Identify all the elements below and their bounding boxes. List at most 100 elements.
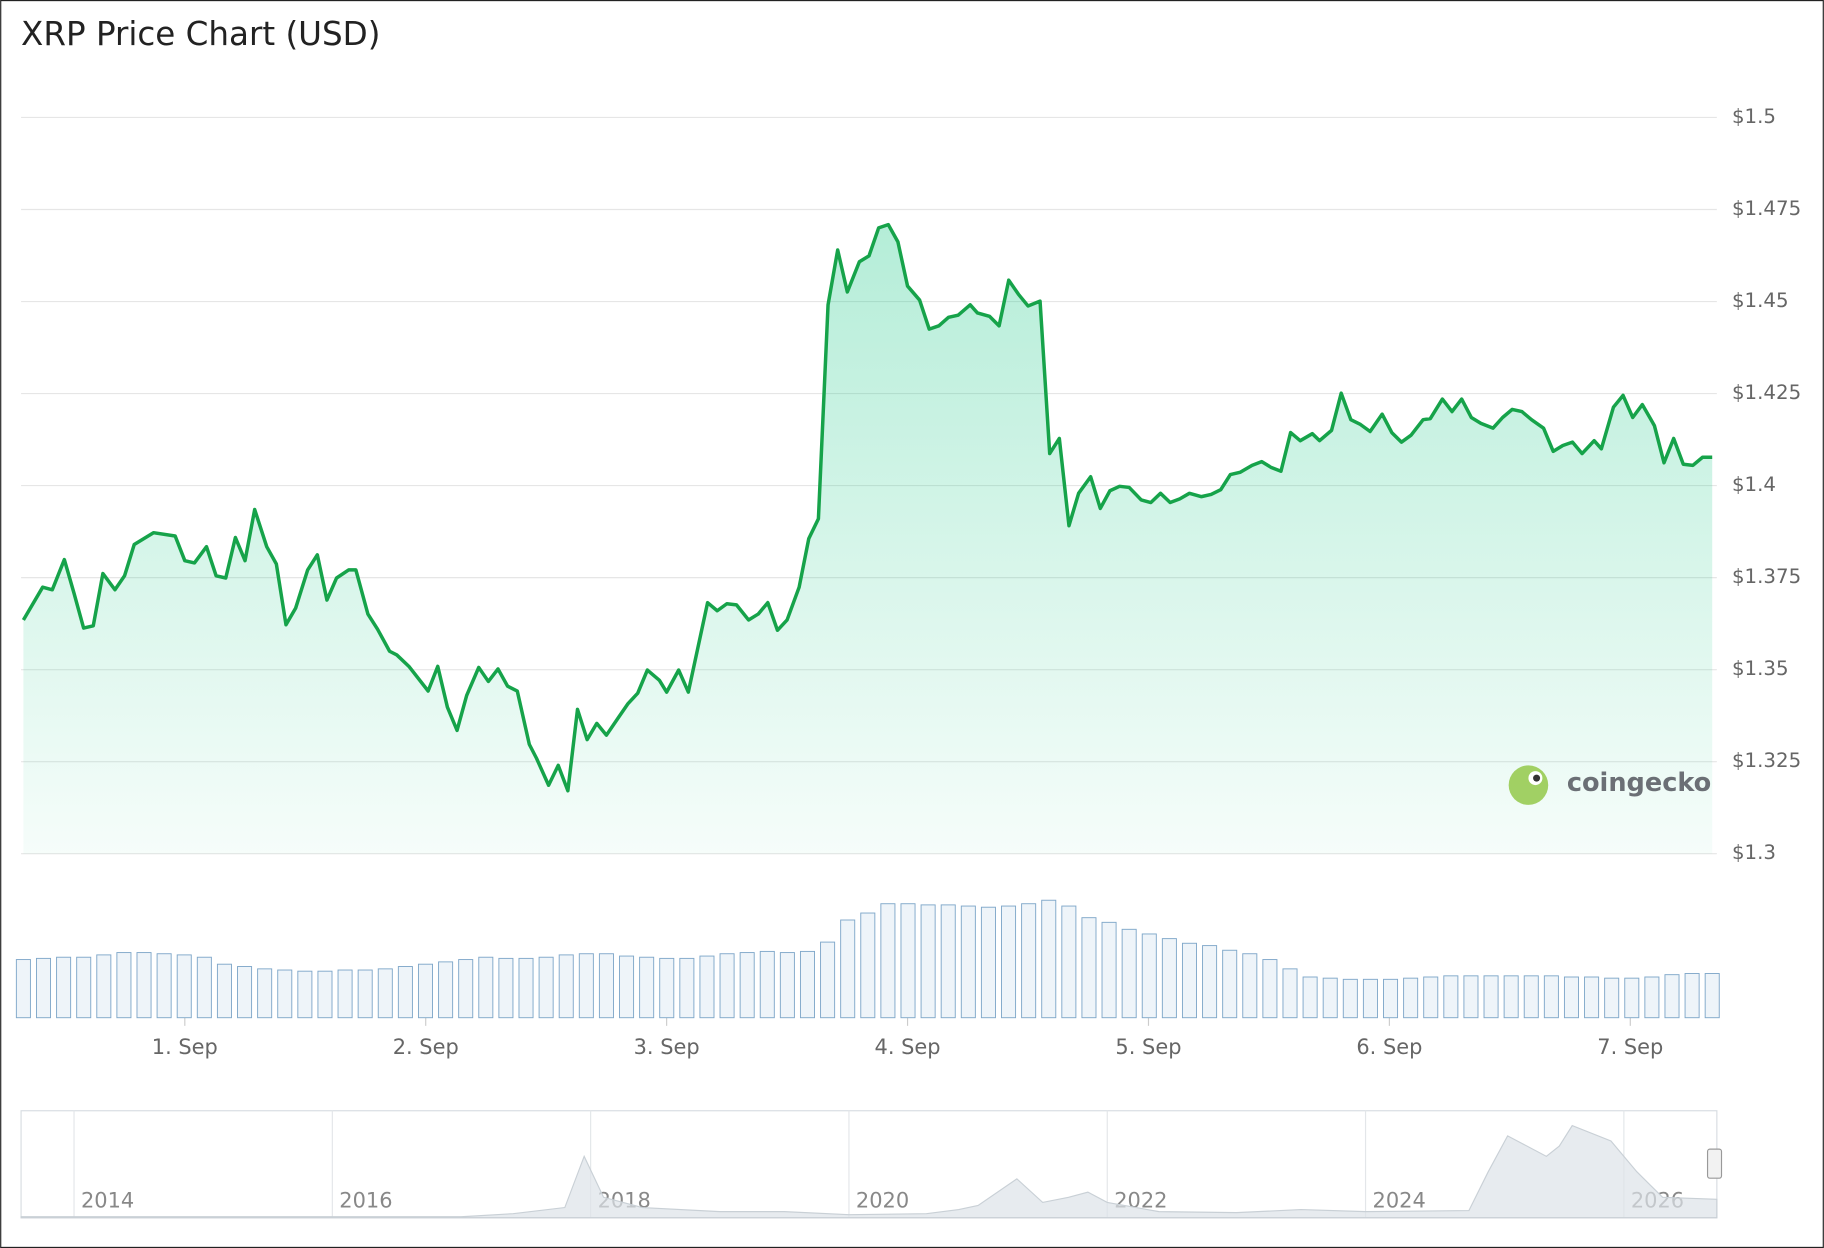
volume-bar [136, 952, 152, 1019]
volume-bar [1543, 975, 1559, 1019]
volume-bar [1403, 977, 1419, 1019]
volume-bar [1563, 976, 1579, 1019]
volume-bar [56, 956, 72, 1019]
chart-title: XRP Price Chart (USD) [21, 15, 380, 53]
volume-bar [156, 953, 172, 1019]
volume-bar [799, 950, 815, 1019]
volume-bar [1483, 975, 1499, 1019]
volume-bar [639, 956, 655, 1019]
y-tick-label: $1.325 [1732, 749, 1801, 772]
price-line [21, 222, 1713, 793]
volume-bar [558, 954, 574, 1019]
volume-bar [1222, 949, 1238, 1019]
volume-bar [779, 952, 795, 1019]
navigator-area [20, 1124, 1718, 1219]
volume-bar [1282, 968, 1298, 1019]
volume-bar [1644, 976, 1660, 1019]
volume-bar [1523, 975, 1539, 1019]
volume-bar [317, 970, 333, 1019]
volume-bar [478, 956, 494, 1019]
volume-bar [840, 919, 856, 1019]
x-tick-label: 3. Sep [634, 1035, 700, 1059]
volume-bar [538, 956, 554, 1019]
volume-bar [15, 959, 31, 1019]
volume-bar [196, 956, 212, 1019]
volume-bar [1181, 942, 1197, 1019]
volume-bar [1383, 978, 1399, 1019]
watermark-logo [1508, 765, 1549, 805]
volume-bar [1262, 959, 1278, 1019]
y-tick-label: $1.4 [1732, 473, 1776, 496]
volume-bar [960, 905, 976, 1019]
volume-bar [257, 968, 273, 1019]
y-tick-label: $1.5 [1732, 105, 1776, 128]
watermark: coingecko [1567, 768, 1711, 798]
volume-bar [377, 968, 393, 1019]
volume-bar [277, 969, 293, 1019]
volume-bar [1121, 928, 1137, 1019]
volume-bar [357, 969, 373, 1019]
volume-bar [820, 941, 836, 1019]
volume-bar [1242, 953, 1258, 1019]
volume-bar [397, 966, 413, 1019]
volume-bar [1202, 945, 1218, 1019]
volume-bar [438, 961, 454, 1019]
navigator-tick-label: 2020 [856, 1188, 909, 1212]
volume-bar [1342, 978, 1358, 1019]
volume-bar [940, 904, 956, 1019]
volume-bar [1021, 903, 1037, 1019]
volume-bar [1161, 938, 1177, 1019]
volume-bar [1584, 976, 1600, 1019]
price-area [23, 224, 1713, 854]
volume-bar [659, 957, 675, 1019]
volume-bar [176, 954, 192, 1019]
volume-bar [900, 903, 916, 1019]
volume-bar [1362, 978, 1378, 1019]
volume-bar [1302, 976, 1318, 1019]
y-tick-label: $1.45 [1732, 289, 1789, 312]
volume-bar [1001, 905, 1017, 1019]
volume-bar [920, 904, 936, 1019]
navigator-handle[interactable] [1706, 1148, 1723, 1179]
y-tick-label: $1.3 [1732, 841, 1776, 864]
volume-bar [1684, 973, 1700, 1019]
volume-bar [1101, 921, 1117, 1019]
x-tick-label: 1. Sep [152, 1035, 218, 1059]
x-tick-label: 6. Sep [1356, 1035, 1422, 1059]
volume-bar [598, 953, 614, 1019]
volume-bar [679, 957, 695, 1019]
volume-bar [1664, 974, 1680, 1019]
volume-bar [498, 957, 514, 1019]
volume-bar [1081, 917, 1097, 1019]
volume-bar [1463, 975, 1479, 1019]
volume-bar [1141, 933, 1157, 1019]
navigator-tick-label: 2016 [339, 1188, 392, 1212]
volume-bar [237, 966, 253, 1019]
volume-bar [76, 956, 92, 1019]
volume-bar [578, 953, 594, 1019]
volume-bar [216, 963, 232, 1019]
navigator-tick-label: 2014 [81, 1188, 134, 1212]
volume-bar [116, 952, 132, 1019]
volume-bar [1704, 973, 1720, 1019]
volume-bar [1061, 905, 1077, 1019]
volume-bar [1503, 975, 1519, 1019]
volume-bar [1443, 975, 1459, 1019]
volume-bar [1624, 977, 1640, 1019]
x-tick-label: 5. Sep [1115, 1035, 1181, 1059]
x-tick-label: 2. Sep [393, 1035, 459, 1059]
volume-bar [337, 969, 353, 1019]
volume-bar [699, 955, 715, 1019]
volume-bar [880, 903, 896, 1019]
volume-bar [860, 912, 876, 1019]
y-tick-label: $1.425 [1732, 381, 1801, 404]
volume-bar [417, 963, 433, 1019]
x-tick-label: 4. Sep [875, 1035, 941, 1059]
volume-bar [1322, 977, 1338, 1019]
navigator-tick-label: 2024 [1373, 1188, 1426, 1212]
volume-bar [739, 952, 755, 1019]
volume-bar [719, 953, 735, 1019]
volume-bar [980, 906, 996, 1019]
volume-bar [96, 954, 112, 1019]
